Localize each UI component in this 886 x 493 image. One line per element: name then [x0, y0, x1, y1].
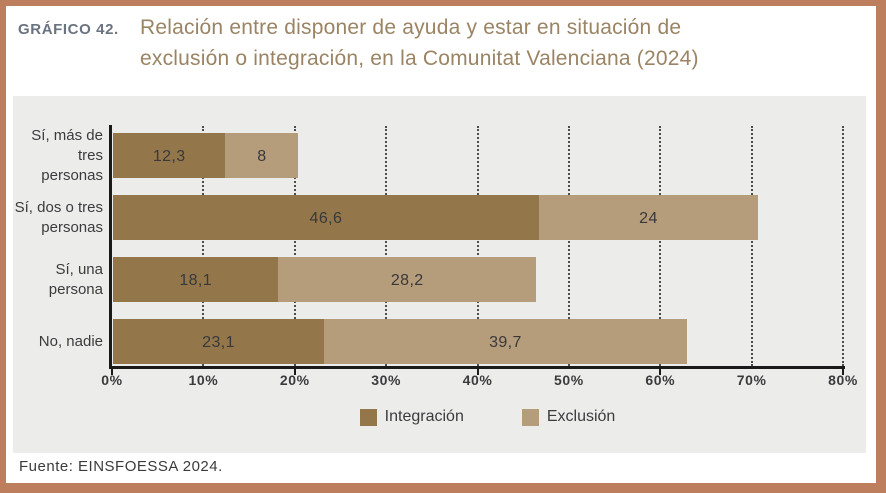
category-label-line: personas [41, 218, 103, 236]
x-axis-tick-label: 10% [188, 372, 219, 388]
x-axis-tick [293, 369, 296, 375]
bar-segment-exclusión [324, 319, 687, 364]
x-axis-line [109, 366, 845, 369]
figure-number-label: GRÁFICO 42. [18, 21, 119, 38]
x-axis-tick-label: 80% [828, 372, 858, 388]
legend-label: Integración [384, 408, 464, 425]
bar-segment-integración [113, 133, 226, 178]
figure-title-line1: Relación entre disponer de ayuda y estar… [140, 16, 682, 39]
category-label-line: Sí, más de [31, 126, 103, 144]
bar-value-label: 23,1 [202, 333, 235, 351]
bar-segment-exclusión [538, 195, 759, 240]
category-label-line: No, nadie [38, 332, 103, 350]
legend-label: Exclusión [546, 408, 616, 425]
bar-segment-integración [113, 257, 279, 302]
bar-segment-integración [113, 319, 325, 364]
x-axis-tick-label: 20% [279, 372, 310, 388]
category-label-line: tres personas [41, 146, 103, 184]
x-axis-tick-label: 70% [736, 372, 767, 388]
bar-value-label: 12,3 [152, 147, 186, 165]
bar-segment-exclusión [225, 133, 299, 178]
gridline-60pct [659, 126, 662, 366]
x-axis-tick-label: 30% [371, 372, 402, 388]
gridline-20pct [293, 126, 296, 366]
x-axis-tick-label: 50% [553, 372, 584, 388]
bar-value-label: 28,2 [390, 271, 424, 289]
x-axis-tick [842, 369, 844, 375]
figure-title: Relación entre disponer de ayuda y estar… [140, 12, 699, 74]
legend-item-integración: Integración [359, 408, 464, 426]
gridline-30pct [385, 126, 388, 366]
gridline-50pct [567, 126, 570, 366]
y-axis-line [109, 125, 112, 369]
category-label-line: Sí, una [55, 260, 103, 278]
legend: Integración Exclusión [61, 408, 876, 426]
category-label: Sí, dos o tres personas [13, 195, 103, 240]
legend-swatch-icon [521, 408, 539, 426]
bar-segment-exclusión [278, 257, 537, 302]
figure-title-line2: exclusión o integración, en la Comunitat… [140, 47, 699, 70]
plot-area: Sí, más de tres personas 12,3 8 Sí, dos o tr… [13, 96, 866, 453]
gridline-70pct [750, 126, 753, 366]
bar-value-label: 39,7 [489, 333, 522, 351]
x-axis-tick-label: 40% [462, 372, 493, 388]
category-label: Sí, una persona [13, 257, 103, 302]
category-label: Sí, más de tres personas [13, 127, 103, 184]
category-label-line: Sí, dos o tres [14, 198, 103, 216]
bar-value-label: 18,1 [179, 271, 213, 289]
category-label: No, nadie [13, 319, 103, 364]
bar-value-label: 24 [639, 209, 658, 227]
x-axis-tick [111, 369, 113, 375]
legend-item-exclusión: Exclusión [521, 408, 616, 426]
x-axis-tick-label: 0% [101, 372, 123, 388]
bar-value-label: 46,6 [309, 209, 343, 227]
gridline-10pct [202, 126, 205, 366]
legend-swatch-icon [359, 408, 377, 426]
x-axis-tick [476, 369, 479, 375]
chart-panel: Sí, más de tres personas 12,3 8 Sí, dos o tr… [13, 96, 866, 453]
bar-value-label: 8 [257, 147, 267, 165]
x-axis-tick-label: 60% [645, 372, 676, 388]
category-label-line: persona [48, 280, 103, 298]
x-axis-tick [659, 369, 662, 375]
source-note: Fuente: EINSFOESSA 2024. [19, 458, 223, 475]
gridline-80pct [842, 126, 844, 366]
bar-segment-integración [113, 195, 539, 240]
gridline-40pct [476, 126, 479, 366]
